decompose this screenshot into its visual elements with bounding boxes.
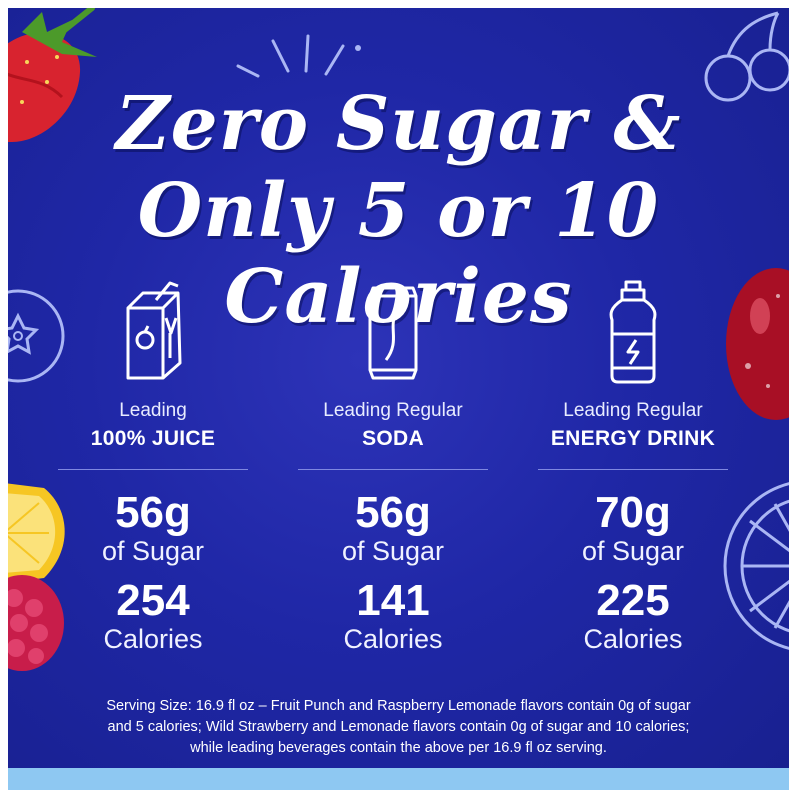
infographic-panel: Zero Sugar & Only 5 or 10 Calories Leadi… (8, 8, 789, 790)
serving-size-footnote: Serving Size: 16.9 fl oz – Fruit Punch a… (38, 696, 759, 759)
calories-unit: Calories (103, 624, 203, 654)
cherry-icon (726, 268, 789, 420)
sugar-value: 70g (595, 488, 671, 537)
divider (58, 469, 248, 470)
bottom-accent-bar (8, 768, 789, 790)
column-product-name: 100% JUICE (90, 427, 216, 450)
calories-value: 225 (596, 576, 670, 625)
comparison-column-energy-drink: Leading Regular ENERGY DRINK 70g of Suga… (513, 278, 753, 654)
column-product-name: ENERGY DRINK (550, 427, 716, 450)
comparison-column-juice: Leading 100% JUICE 56g of Sugar 254 Calo… (33, 278, 273, 654)
column-lead-text: Leading (119, 400, 187, 421)
footnote-line-1: Serving Size: 16.9 fl oz – Fruit Punch a… (106, 698, 691, 714)
column-product-name: SODA (362, 427, 424, 450)
footnote-line-2: and 5 calories; Wild Strawberry and Lemo… (107, 719, 690, 735)
calories-value: 141 (356, 576, 430, 625)
column-lead-text: Leading Regular (323, 400, 463, 421)
energy-drink-bottle-icon (609, 280, 657, 384)
sugar-unit: of Sugar (581, 536, 685, 566)
divider (298, 469, 488, 470)
headline-line-1: Zero Sugar & (115, 81, 682, 167)
soda-can-icon (368, 286, 418, 380)
sugar-value: 56g (115, 488, 191, 537)
strawberry-icon (8, 8, 97, 142)
raspberry-icon (8, 575, 64, 671)
sugar-value: 56g (355, 488, 431, 537)
sugar-unit: of Sugar (101, 536, 205, 566)
cherry-outline-icon (704, 11, 789, 102)
juice-box-icon (126, 281, 182, 380)
divider (538, 469, 728, 470)
lemon-slice-icon (8, 483, 65, 583)
comparison-column-soda: Leading Regular SODA 56g of Sugar 141 Ca… (273, 278, 513, 654)
footnote-line-3: while leading beverages contain the abov… (190, 740, 607, 756)
blueberry-outline-icon (8, 289, 65, 383)
calories-unit: Calories (583, 624, 683, 654)
calories-unit: Calories (343, 624, 443, 654)
splash-lines-icon (236, 34, 361, 78)
column-lead-text: Leading Regular (563, 400, 703, 421)
calories-value: 254 (116, 576, 190, 625)
sugar-unit: of Sugar (341, 536, 445, 566)
citrus-slice-outline-icon (723, 482, 789, 650)
